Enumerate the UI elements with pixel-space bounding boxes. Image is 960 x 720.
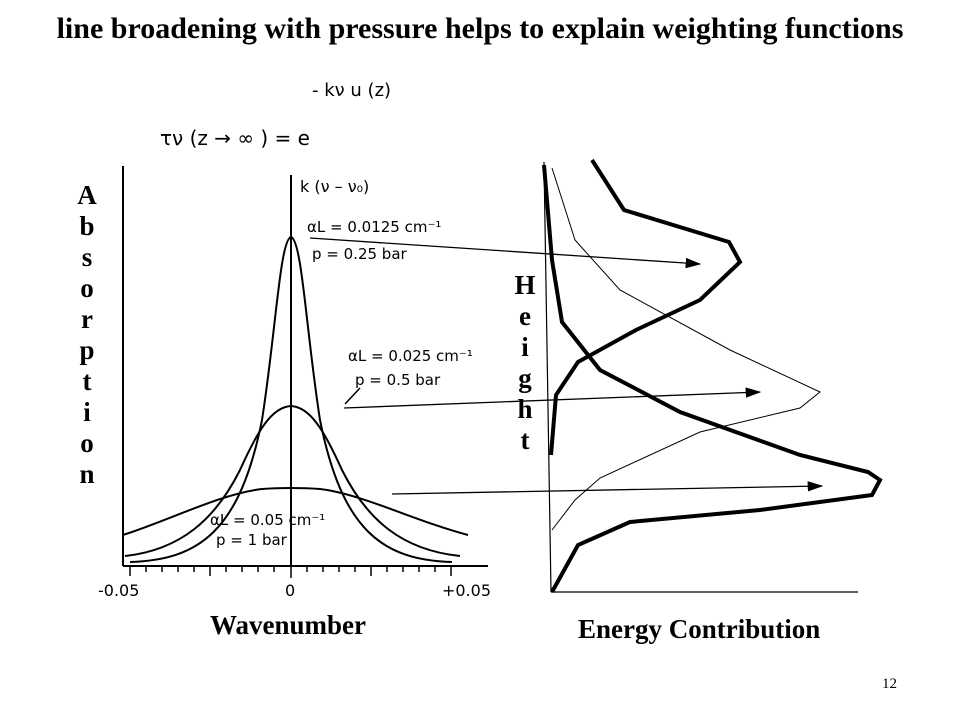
slide-title: line broadening with pressure helps to e… (56, 12, 904, 45)
absorption-letter: p (79, 335, 95, 365)
label-alpha-2: αL = 0.025 cm⁻¹ (348, 347, 473, 365)
label-pressure-1: p = 0.25 bar (312, 245, 408, 263)
height-axis-label: H e i g h t (510, 270, 540, 456)
tick-marks (129, 566, 452, 578)
weighting-curve-middle (551, 167, 821, 531)
energy-contribution-label: Energy Contribution (578, 614, 821, 644)
curve-wide (122, 487, 469, 536)
absorption-letter: t (82, 366, 92, 396)
formula-base: τν (z → ∞ ) = e (160, 126, 310, 150)
tick-label-zero: 0 (285, 581, 295, 600)
height-letter: g (518, 363, 532, 393)
axis-label-k: k (ν – ν₀) (300, 177, 369, 196)
label-pressure-3: p = 1 bar (216, 531, 288, 549)
arrow-medium (343, 387, 762, 409)
wavenumber-label: Wavenumber (210, 610, 367, 640)
absorption-letter: A (77, 180, 97, 210)
arrow-narrow (309, 237, 702, 269)
curve-narrow (129, 235, 453, 563)
label-alpha-3: αL = 0.05 cm⁻¹ (210, 511, 325, 529)
absorption-letter: s (81, 242, 93, 272)
absorption-letter: o (80, 428, 94, 458)
formula-exponent: - kν u (z) (312, 80, 392, 101)
absorption-letter: o (80, 273, 94, 303)
arrow-wide (391, 481, 824, 495)
absorption-letter: n (79, 459, 95, 489)
height-letter: H (514, 270, 536, 300)
weighting-curve-top (549, 158, 743, 456)
tick-label-neg: -0.05 (98, 581, 139, 600)
right-y-axis (543, 161, 552, 593)
height-letter: e (519, 301, 531, 331)
absorption-letter: b (79, 211, 95, 241)
height-letter: t (520, 425, 530, 455)
page-number: 12 (882, 676, 897, 692)
label-pressure-2: p = 0.5 bar (355, 371, 441, 389)
weighting-curve-bottom (542, 164, 883, 593)
tick-label-pos: +0.05 (442, 581, 491, 600)
label-alpha-1: αL = 0.0125 cm⁻¹ (307, 218, 441, 236)
absorption-letter: i (83, 397, 91, 427)
absorption-letter: r (81, 304, 93, 334)
height-letter: i (521, 332, 529, 362)
absorption-axis-label: A b s o r p t i o n (72, 180, 102, 490)
label-pointer-2 (344, 387, 361, 405)
curve-medium (124, 404, 461, 557)
